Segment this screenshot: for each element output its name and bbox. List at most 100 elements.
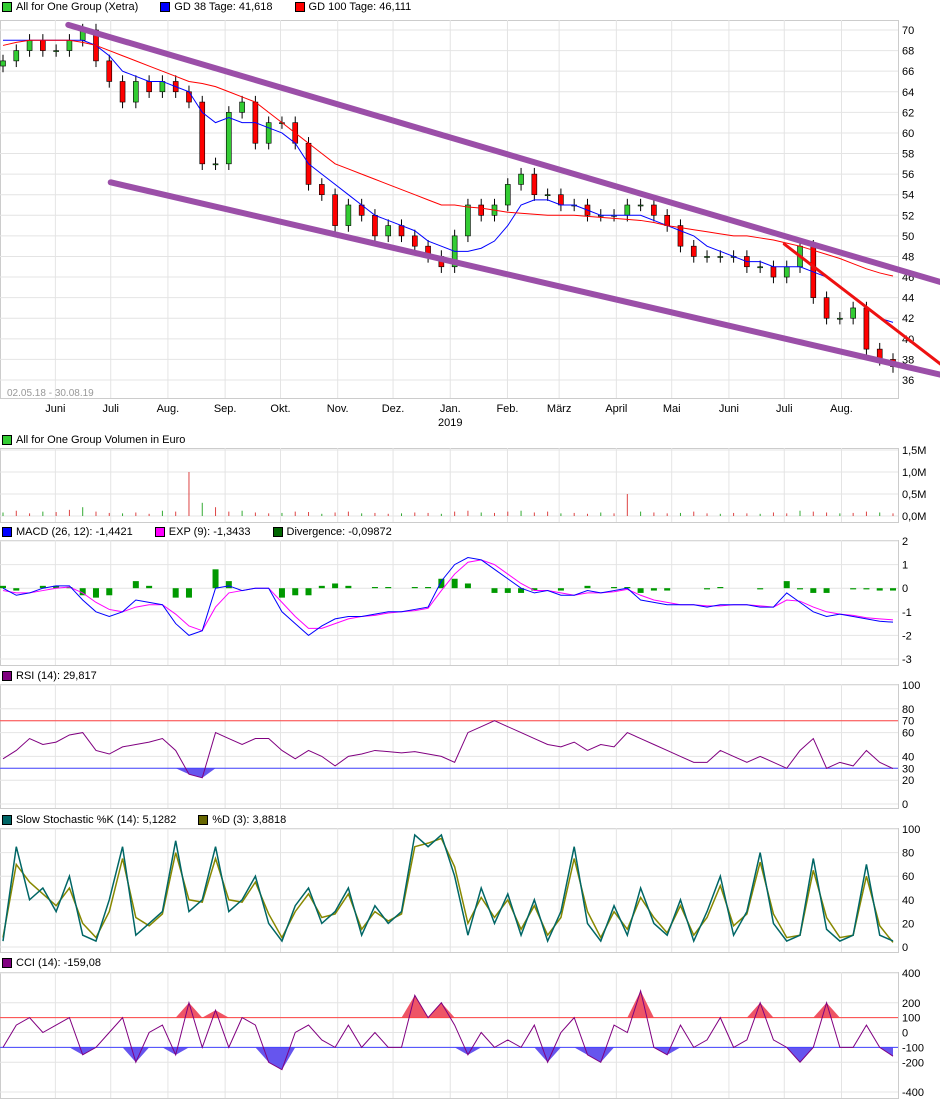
candle [212, 163, 219, 166]
y-tick-label: 80 [902, 704, 914, 716]
candle [186, 91, 192, 103]
divergence-bar [518, 588, 525, 593]
candle [823, 297, 830, 319]
divergence-bar [584, 585, 591, 589]
legend-swatch [154, 526, 165, 537]
divergence-bar [757, 588, 764, 590]
legend-label: All for One Group Volumen in Euro [16, 433, 186, 446]
divergence-bar [863, 588, 870, 590]
divergence-bar [53, 585, 60, 589]
legend-swatch [2, 670, 12, 681]
divergence-bar [92, 588, 99, 598]
trend-line [107, 179, 940, 378]
legend-label: RSI (14): 29,817 [16, 669, 97, 682]
divergence-bar [664, 588, 671, 591]
divergence-bar [438, 578, 445, 589]
candle [66, 39, 73, 51]
legend-swatch [2, 1, 12, 12]
divergence-bar [611, 587, 618, 589]
y-tick-label: 20 [902, 775, 914, 787]
legend-label: CCI (14): -159,08 [16, 956, 101, 969]
legend-price: All for One Group (Xetra) GD 38 Tage: 41,… [2, 0, 429, 13]
divergence-bar [345, 585, 352, 589]
y-tick-label: -1 [902, 607, 912, 619]
legend-label: Divergence: -0,09872 [286, 525, 392, 538]
candle [106, 60, 113, 82]
y-tick-label: 1,0M [902, 467, 926, 479]
candle [319, 184, 325, 196]
legend-swatch [2, 526, 12, 537]
macd-line [2, 556, 894, 637]
moving-average-line [3, 39, 894, 323]
y-tick-label: 0,0M [902, 511, 926, 523]
y-tick-label: 70 [902, 25, 914, 37]
divergence-bar [717, 587, 724, 589]
y-tick-label: 54 [902, 190, 914, 202]
x-tick-label: März [547, 403, 571, 415]
y-tick-label: -100 [902, 1042, 924, 1054]
candle [40, 39, 46, 51]
y-tick-label: 70 [902, 716, 914, 728]
candle [159, 81, 166, 93]
legend-swatch [2, 434, 12, 445]
divergence-bar [0, 585, 6, 589]
legend-item: Slow Stochastic %K (14): 5,1282 [2, 814, 176, 826]
x-tick-label: Nov. [327, 403, 349, 415]
stoch-panel [0, 828, 899, 953]
y-tick-label: 64 [902, 87, 914, 99]
y-tick-label: 40 [902, 751, 914, 763]
y-tick-label: 40 [902, 895, 914, 907]
divergence-bar [823, 588, 830, 593]
divergence-bar [890, 588, 896, 591]
candle [863, 307, 870, 350]
legend-stoch: Slow Stochastic %K (14): 5,1282 %D (3): 3… [2, 813, 304, 826]
candle [226, 112, 232, 165]
legend-swatch [2, 814, 12, 825]
x-tick-label: Juni [719, 403, 739, 415]
y-tick-label: 400 [902, 968, 920, 980]
legend-swatch [198, 814, 209, 825]
divergence-bar [79, 588, 86, 596]
y-tick-label: 36 [902, 375, 914, 387]
candle [133, 81, 139, 103]
divergence-bar [531, 588, 538, 591]
legend-item: EXP (9): -1,3433 [154, 526, 251, 538]
candle [664, 214, 670, 226]
rsi-panel [0, 684, 899, 809]
y-tick-label: 68 [902, 46, 914, 58]
legend-swatch [2, 957, 12, 968]
divergence-bar [318, 585, 325, 589]
legend-item: Divergence: -0,09872 [272, 525, 392, 538]
cci-panel [0, 972, 899, 1099]
y-tick-label: 0 [902, 1028, 908, 1040]
x-tick-label: Sep. [214, 403, 237, 415]
divergence-bar [13, 588, 20, 591]
y-tick-label: 1,5M [902, 445, 926, 457]
x-tick-label: Aug. [830, 403, 853, 415]
x-tick-label: Feb. [496, 403, 518, 415]
y-tick-label: 66 [902, 66, 914, 78]
candle [265, 122, 272, 144]
divergence-bar [504, 588, 511, 593]
legend-item: %D (3): 3,8818 [198, 814, 286, 826]
y-tick-label: 200 [902, 998, 920, 1010]
candle [239, 101, 245, 113]
threshold-fill [3, 990, 893, 1018]
divergence-bar [185, 588, 192, 598]
candle [690, 245, 697, 257]
x-tick-label: Dez. [382, 403, 405, 415]
candle [624, 204, 631, 216]
divergence-bar [850, 588, 857, 590]
divergence-bar [451, 578, 458, 589]
candle [0, 60, 6, 67]
rsi-line [2, 720, 894, 779]
x-tick-label: April [605, 403, 627, 415]
legend-macd: MACD (26, 12): -1,4421 EXP (9): -1,3433 Di… [2, 525, 410, 538]
y-tick-label: 50 [902, 231, 914, 243]
volume-panel [0, 448, 899, 523]
candle [518, 173, 524, 185]
divergence-bar [876, 588, 883, 591]
candle [637, 204, 644, 207]
y-tick-label: -3 [902, 654, 912, 666]
